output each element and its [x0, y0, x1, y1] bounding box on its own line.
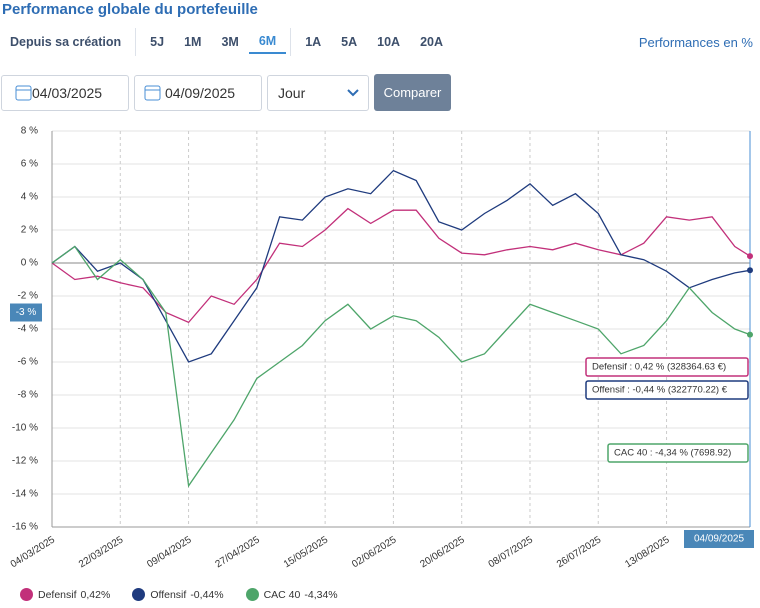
tooltip-text: CAC 40 : -4,34 % (7698.92) [614, 448, 731, 459]
y-tick-label: 0 % [21, 258, 38, 269]
y-tick-label: 6 % [21, 159, 38, 170]
period-button[interactable]: 6M [248, 30, 287, 54]
period-selector: Depuis sa création 5J 1M 3M 6M 1A 5A 10A 20A [0, 28, 453, 56]
series-line [51, 207, 751, 324]
y-tick-label: -4 % [17, 324, 38, 335]
y-tick-label: 4 % [21, 192, 38, 203]
x-tick-label: 26/07/2025 [555, 534, 604, 570]
x-tick-label: 27/04/2025 [214, 534, 263, 570]
x-tick-label: 22/03/2025 [77, 534, 126, 570]
separator [290, 28, 292, 56]
period-button[interactable]: 3M [221, 35, 239, 49]
legend-value: -0,44% [190, 588, 224, 601]
legend-label: Offensif [150, 588, 187, 601]
x-tick-label: 15/05/2025 [282, 534, 331, 570]
start-date: 04/03/2025 [32, 85, 103, 101]
legend: Defensif 0,42% Offensif -0,44% CAC 40 -4,34% [20, 588, 360, 601]
x-tick-label: 04/03/2025 [9, 534, 58, 570]
legend-label: Defensif [38, 588, 77, 601]
period-button[interactable]: 10A [377, 35, 401, 49]
tooltip-text: Defensif : 0,42 % (328364.63 €) [592, 362, 726, 373]
period-button[interactable]: 1A [305, 35, 322, 49]
period-button[interactable]: 5A [341, 35, 358, 49]
tooltip-box [607, 443, 749, 463]
x-tick-label: 02/06/2025 [350, 534, 399, 570]
y-tick-label: -14 % [12, 489, 38, 500]
y-tick-label: -12 % [12, 456, 38, 467]
tooltip-point [747, 331, 753, 338]
period-button[interactable]: 20A [420, 35, 444, 49]
calendar-icon [15, 85, 32, 101]
period-button[interactable]: 5J [150, 35, 165, 49]
crosshair-y-badge [10, 303, 42, 322]
crosshair-y-label: -3 % [16, 307, 37, 318]
chart: -16 % -14 % -12 % -10 % -8 % -6 % -4 % -2 % 0 % 2… [9, 126, 754, 570]
legend-item[interactable]: Offensif -0,44% [132, 588, 224, 601]
period-button[interactable]: 1M [184, 35, 202, 49]
tooltip-point [747, 253, 753, 260]
title: Performance globale du portefeuille [2, 1, 258, 18]
y-tick-label: -16 % [12, 522, 38, 533]
legend-item[interactable]: CAC 40 -4,34% [245, 588, 338, 601]
crosshair-x-label: 04/09/2025 [694, 534, 744, 545]
series-line [51, 169, 751, 363]
y-tick-label: -8 % [17, 390, 38, 401]
y-tick-label: -6 % [17, 357, 38, 368]
granularity: Jour [278, 85, 306, 101]
x-tick-label: 20/06/2025 [418, 534, 467, 570]
units-note: Performances en % [638, 35, 753, 50]
end-date: 04/09/2025 [165, 85, 236, 101]
compare-button[interactable]: Comparer [374, 74, 451, 111]
y-tick-label: 8 % [21, 126, 38, 137]
tooltip-box [585, 380, 749, 400]
chevron [347, 89, 359, 97]
x-tick-label: 08/07/2025 [487, 534, 536, 570]
y-tick-label: -2 % [17, 291, 38, 302]
legend-value: -4,34% [304, 588, 338, 601]
y-tick-label: -10 % [12, 423, 38, 434]
period-button[interactable]: Depuis sa création [10, 35, 122, 49]
x-tick-label: 09/04/2025 [145, 534, 194, 570]
x-tick-label: 13/08/2025 [623, 534, 672, 570]
separator [135, 28, 137, 56]
tooltip-text: Offensif : -0,44 % (322770.22) € [592, 385, 728, 396]
legend-swatch [245, 588, 259, 601]
start-date-input[interactable]: 04/03/2025 [1, 75, 129, 111]
series-line [51, 245, 751, 488]
end-date-input[interactable]: 04/09/2025 [134, 75, 262, 111]
legend-value: 0,42% [80, 588, 111, 601]
crosshair-x-badge [684, 530, 754, 548]
calendar-icon [144, 85, 161, 101]
legend-label: CAC 40 [263, 588, 301, 601]
granularity-select[interactable]: Jour [267, 75, 369, 111]
legend-item[interactable]: Defensif 0,42% [20, 588, 110, 601]
tooltip-box [585, 357, 749, 377]
legend-swatch [20, 588, 33, 601]
legend-swatch [132, 588, 146, 601]
tooltip-point [747, 267, 753, 274]
y-tick-label: 2 % [21, 225, 38, 236]
